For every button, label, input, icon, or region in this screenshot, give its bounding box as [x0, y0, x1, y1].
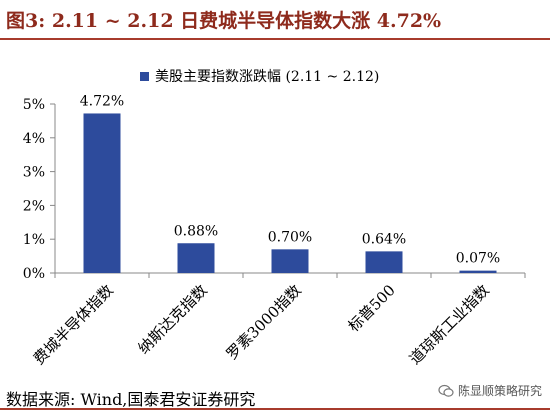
data-label: 0.70% [268, 229, 312, 245]
watermark: 陈显顺策略研究 [438, 382, 542, 399]
y-tick-label: 1% [23, 232, 45, 248]
figure-title: 图3: 2.11 ~ 2.12 日费城半导体指数大涨 4.72% [6, 10, 442, 32]
bar [83, 113, 121, 274]
data-label: 4.72% [80, 93, 124, 109]
bar [271, 249, 309, 273]
bottom-divider [0, 408, 550, 410]
y-tick-label: 5% [23, 97, 45, 113]
y-tick-label: 4% [23, 131, 45, 147]
bar [365, 251, 403, 273]
data-label: 0.64% [362, 231, 406, 247]
y-tick-label: 3% [23, 165, 45, 181]
bar [459, 270, 497, 273]
y-tick-label: 2% [23, 198, 45, 214]
x-tick-label: 道琼斯工业指数 [406, 281, 493, 368]
x-tick-label: 费城半导体指数 [30, 281, 117, 368]
x-tick-label: 纳斯达克指数 [134, 281, 210, 357]
data-source: 数据来源: Wind,国泰君安证券研究 [6, 390, 256, 409]
chart-legend: 美股主要指数涨跌幅 (2.11 ~ 2.12) [140, 69, 379, 85]
wechat-icon [438, 384, 454, 397]
legend-label: 美股主要指数涨跌幅 (2.11 ~ 2.12) [155, 69, 379, 85]
bar [177, 243, 215, 273]
data-label: 0.07% [456, 251, 500, 267]
x-tick-label: 标普500 [345, 281, 399, 335]
title-divider [0, 38, 550, 40]
data-label: 0.88% [174, 223, 218, 239]
x-tick-label: 罗素3000指数 [223, 281, 305, 363]
legend-swatch [140, 72, 149, 81]
watermark-text: 陈显顺策略研究 [457, 384, 542, 398]
y-tick-label: 0% [23, 266, 45, 282]
